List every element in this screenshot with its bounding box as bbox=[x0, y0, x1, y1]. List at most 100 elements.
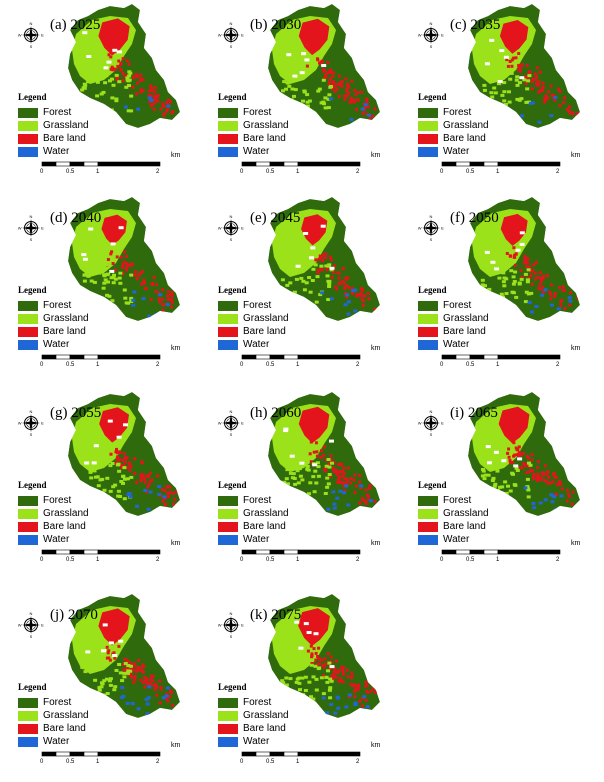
grassland-pixel bbox=[283, 496, 288, 500]
bare-land-pixel bbox=[142, 664, 146, 668]
grassland-pixel bbox=[294, 72, 299, 76]
no-data-pixel bbox=[499, 49, 505, 53]
scale-bar-graphic bbox=[241, 161, 361, 167]
bare-land-pixel bbox=[565, 499, 569, 503]
scale-tick-label: 2 bbox=[356, 169, 360, 175]
bare-land-pixel bbox=[569, 291, 573, 295]
scale-unit-label: km bbox=[371, 742, 381, 749]
panel-title: (i) 2065 bbox=[450, 405, 498, 421]
bare-land-pixel bbox=[170, 301, 174, 305]
bare-land-pixel bbox=[321, 674, 325, 678]
grassland-pixel bbox=[86, 274, 91, 278]
grassland-pixel bbox=[324, 264, 329, 268]
bare-land-pixel bbox=[143, 281, 146, 285]
compass-e-label: E bbox=[441, 33, 444, 38]
bare-land-pixel bbox=[320, 658, 324, 662]
bare-land-pixel bbox=[354, 484, 358, 488]
grassland-pixel bbox=[280, 292, 285, 296]
grassland-pixel bbox=[121, 481, 125, 485]
grassland-pixel bbox=[108, 464, 113, 468]
scale-bar-graphic bbox=[41, 354, 161, 360]
bare-land-pixel bbox=[525, 264, 529, 268]
grassland-pixel bbox=[305, 104, 310, 108]
water-pixel bbox=[523, 486, 528, 490]
water-pixel bbox=[527, 301, 532, 304]
scale-tick-label: 0.5 bbox=[66, 557, 75, 563]
compass-n-label: N bbox=[30, 410, 33, 414]
bare-land-pixel bbox=[554, 475, 558, 479]
scale-tick-label: 0.5 bbox=[266, 169, 275, 175]
bare-land-pixel bbox=[142, 670, 145, 674]
bare-land-pixel bbox=[145, 678, 149, 682]
bare-land-pixel bbox=[322, 253, 326, 257]
bare-land-pixel bbox=[340, 79, 344, 83]
bare-land-pixel bbox=[308, 452, 312, 456]
bare-land-pixel bbox=[329, 258, 333, 262]
grassland-pixel bbox=[111, 281, 116, 285]
grassland-pixel bbox=[322, 102, 326, 106]
bare-land-pixel bbox=[520, 63, 524, 67]
no-data-pixel bbox=[329, 439, 334, 443]
bare-land-pixel bbox=[538, 282, 542, 286]
bare-land-pixel bbox=[528, 265, 532, 269]
no-data-pixel bbox=[82, 257, 88, 261]
bare-land-pixel bbox=[126, 466, 130, 470]
grassland-pixel bbox=[487, 467, 492, 471]
bare-land-pixel bbox=[552, 94, 556, 98]
grassland-pixel bbox=[288, 79, 293, 83]
legend-label: Bare land bbox=[243, 326, 286, 337]
bare-land-pixel bbox=[316, 58, 320, 62]
grassland-pixel bbox=[493, 91, 498, 95]
grassland-pixel bbox=[323, 96, 328, 100]
map-panel: N S W E (a) 2025 Legend Forest Grassland Bare la… bbox=[0, 0, 195, 190]
bare-land-pixel bbox=[517, 68, 521, 72]
bare-land-pixel bbox=[142, 278, 146, 282]
bare-land-pixel bbox=[360, 294, 364, 298]
grassland-pixel bbox=[301, 99, 305, 103]
compass-s-label: S bbox=[430, 237, 433, 241]
grassland-pixel bbox=[308, 481, 313, 485]
bare-land-pixel bbox=[357, 683, 361, 687]
bare-land-pixel bbox=[330, 674, 334, 678]
grassland-pixel bbox=[302, 90, 307, 94]
bare-land-pixel bbox=[344, 477, 348, 481]
bare-land-pixel bbox=[355, 108, 359, 111]
no-data-pixel bbox=[84, 461, 90, 465]
bare-land-pixel bbox=[337, 463, 341, 466]
bare-land-pixel bbox=[119, 61, 123, 65]
grassland-pixel bbox=[101, 90, 106, 94]
water-pixel bbox=[165, 303, 170, 307]
bare-land-pixel bbox=[336, 671, 340, 675]
no-data-pixel bbox=[301, 52, 307, 56]
grassland-pixel bbox=[502, 99, 507, 103]
legend-label: Grassland bbox=[243, 313, 289, 324]
bare-land-pixel bbox=[323, 445, 326, 449]
no-data-pixel bbox=[519, 231, 525, 235]
water-pixel bbox=[145, 702, 150, 706]
grassland-pixel bbox=[129, 475, 134, 479]
grassland-pixel bbox=[526, 268, 531, 272]
legend-swatch bbox=[218, 698, 238, 708]
grassland-pixel bbox=[301, 279, 306, 283]
grassland-pixel bbox=[118, 281, 123, 285]
grassland-pixel bbox=[481, 469, 486, 473]
land-use-map bbox=[468, 392, 580, 516]
no-data-pixel bbox=[493, 450, 499, 454]
grassland-pixel bbox=[86, 80, 91, 84]
bare-land-pixel bbox=[123, 260, 127, 264]
bare-land-pixel bbox=[524, 462, 528, 466]
bare-land-pixel bbox=[173, 497, 177, 501]
grassland-pixel bbox=[527, 461, 531, 465]
water-pixel bbox=[534, 305, 539, 308]
bare-land-pixel bbox=[571, 111, 575, 115]
grassland-pixel bbox=[495, 77, 500, 81]
north-arrow-icon: N S W E bbox=[418, 410, 444, 436]
grassland-pixel bbox=[282, 480, 287, 484]
bare-land-pixel bbox=[156, 95, 160, 99]
bare-land-pixel bbox=[567, 495, 571, 498]
grassland-pixel bbox=[85, 662, 90, 666]
scale-tick-label: 1 bbox=[496, 169, 500, 175]
legend-swatch bbox=[18, 698, 38, 708]
no-data-pixel bbox=[123, 423, 128, 427]
